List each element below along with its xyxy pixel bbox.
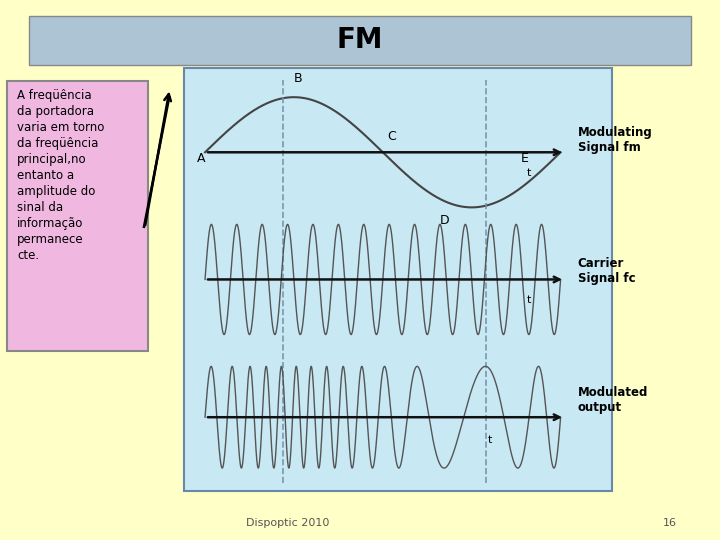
FancyBboxPatch shape (184, 68, 612, 491)
Text: Dispoptic 2010: Dispoptic 2010 (246, 518, 330, 528)
Text: E: E (521, 152, 529, 165)
Text: FM: FM (337, 26, 383, 55)
Text: D: D (440, 214, 449, 227)
Text: Carrier
Signal fc: Carrier Signal fc (577, 257, 635, 285)
Text: C: C (387, 130, 396, 143)
Text: t: t (488, 435, 492, 444)
Text: B: B (294, 72, 302, 85)
Text: Modulated
output: Modulated output (577, 386, 648, 414)
FancyBboxPatch shape (7, 81, 148, 351)
Text: Modulating
Signal fm: Modulating Signal fm (577, 126, 652, 153)
Text: A: A (197, 152, 205, 165)
Text: t: t (527, 295, 531, 305)
Text: 16: 16 (662, 518, 677, 528)
Text: A freqüência
da portadora
varia em torno
da freqüência
principal,no
entanto a
am: A freqüência da portadora varia em torno… (17, 89, 104, 262)
FancyBboxPatch shape (29, 16, 691, 65)
Text: t: t (527, 167, 531, 178)
